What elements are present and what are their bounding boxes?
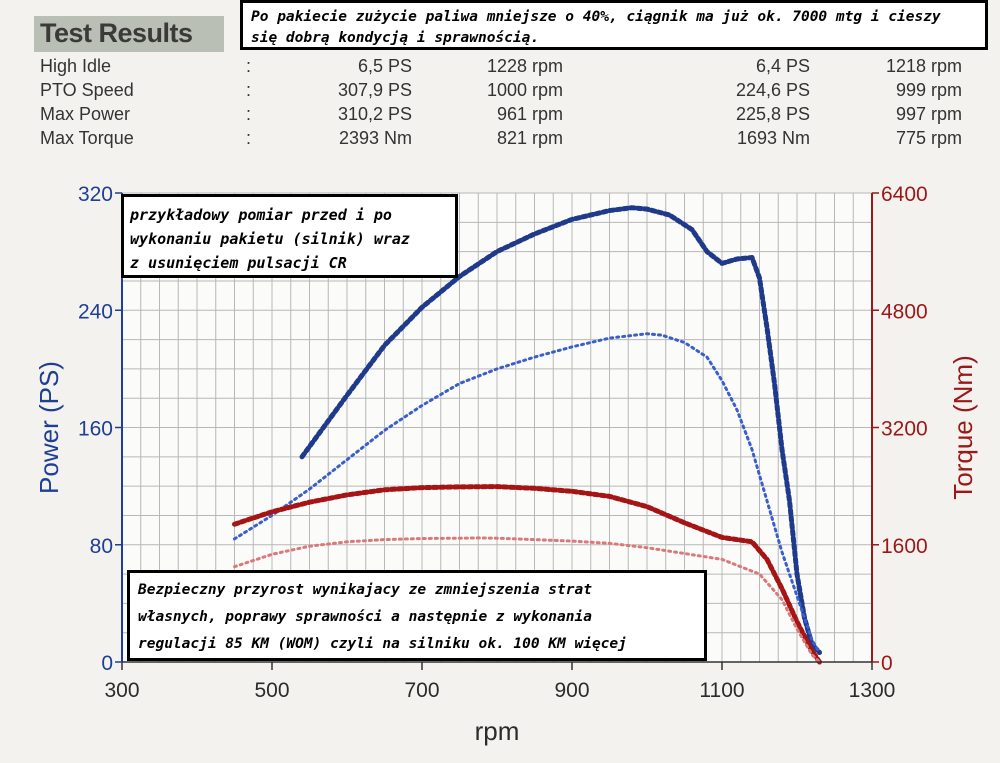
annotation-line: z usunięciem pulsacji CR — [130, 254, 347, 272]
chart-series — [232, 205, 822, 665]
row-rpm-before: 775 rpm — [895, 128, 962, 148]
row-rpm-after: 1228 rpm — [486, 56, 563, 76]
annotation-fuel-note: Po pakiecie zużycie paliwa mniejsze o 40… — [240, 0, 988, 50]
annotation-line: Po pakiecie zużycie paliwa mniejsze o 40… — [251, 9, 941, 25]
y2-tick-label: 4800 — [881, 300, 928, 323]
row-value-after: 310,2 PS — [337, 104, 412, 124]
annotation-line: wykonaniu pakietu (silnik) wraz — [130, 230, 410, 248]
row-rpm-after: 961 rpm — [496, 104, 563, 124]
y2-axis-label: Torque (Nm) — [948, 355, 978, 499]
y2-tick-label: 6400 — [881, 183, 928, 206]
row-value-before: 1693 Nm — [736, 128, 810, 148]
row-value-before: 6,4 PS — [755, 56, 810, 76]
y-tick-label: 240 — [78, 300, 113, 323]
row-label: High Idle — [40, 56, 112, 76]
y-tick-label: 320 — [78, 183, 113, 206]
row-value-after: 2393 Nm — [338, 128, 412, 148]
power-before-line — [233, 332, 821, 655]
results-title: Test Results — [40, 18, 193, 48]
power-after-line — [299, 205, 822, 655]
y2-tick-label: 1600 — [881, 535, 928, 558]
row-label: Max Power — [40, 104, 131, 124]
row-rpm-before: 999 rpm — [895, 80, 962, 100]
y-tick-label: 80 — [90, 535, 113, 558]
torque-before-line — [233, 536, 821, 664]
x-axis-label: rpm — [475, 716, 520, 746]
y2-tick-label: 0 — [881, 652, 893, 675]
y2-tick-label: 3200 — [881, 418, 928, 441]
x-tick-label: 300 — [104, 679, 139, 702]
annotation-line: własnych, poprawy sprawności a następnie… — [138, 609, 592, 625]
row-colon: : — [246, 104, 252, 124]
annotation-line: regulacji 85 KM (WOM) czyli na silniku o… — [138, 636, 627, 652]
row-rpm-before: 997 rpm — [895, 104, 962, 124]
row-rpm-before: 1218 rpm — [885, 56, 962, 76]
x-tick-label: 900 — [554, 679, 589, 702]
row-value-before: 224,6 PS — [735, 80, 810, 100]
annotation-measurement-note: przykładowy pomiar przed i po wykonaniu … — [121, 194, 458, 278]
y-tick-label: 0 — [101, 652, 113, 675]
row-colon: : — [246, 128, 252, 148]
x-tick-label: 1300 — [849, 679, 896, 702]
y-tick-label: 160 — [78, 418, 113, 441]
results-row-max-torque: Max Torque : 2393 Nm 821 rpm 1693 Nm 775… — [0, 128, 1000, 152]
results-row-max-power: Max Power : 310,2 PS 961 rpm 225,8 PS 99… — [0, 104, 1000, 128]
chart-axes: 300 500 700 900 1100 130008016024032001600320… — [34, 183, 978, 746]
row-label: PTO Speed — [40, 80, 134, 100]
x-tick-label: 500 — [254, 679, 289, 702]
row-value-after: 6,5 PS — [357, 56, 412, 76]
torque-after-line — [232, 484, 822, 665]
x-tick-label: 700 — [404, 679, 439, 702]
y-axis-label: Power (PS) — [34, 361, 64, 494]
row-value-after: 307,9 PS — [337, 80, 412, 100]
row-colon: : — [246, 56, 252, 76]
x-tick-label: 1100 — [699, 679, 744, 702]
row-label: Max Torque — [40, 128, 134, 148]
row-colon: : — [246, 80, 252, 100]
annotation-gain-note: Bezpieczny przyrost wynikajacy ze zmniej… — [127, 570, 707, 661]
results-row-high-idle: High Idle : 6,5 PS 1228 rpm 6,4 PS 1218 … — [0, 56, 1000, 80]
row-rpm-after: 1000 rpm — [486, 80, 563, 100]
annotation-line: Bezpieczny przyrost wynikajacy ze zmniej… — [138, 582, 592, 598]
row-rpm-after: 821 rpm — [496, 128, 563, 148]
row-value-before: 225,8 PS — [735, 104, 810, 124]
annotation-line: przykładowy pomiar przed i po — [130, 206, 392, 224]
results-header-bg — [34, 16, 224, 52]
results-table: High Idle : 6,5 PS 1228 rpm 6,4 PS 1218 … — [0, 52, 1000, 152]
results-row-pto-speed: PTO Speed : 307,9 PS 1000 rpm 224,6 PS 9… — [0, 80, 1000, 104]
annotation-line: się dobrą kondycją i sprawnością. — [251, 30, 540, 46]
